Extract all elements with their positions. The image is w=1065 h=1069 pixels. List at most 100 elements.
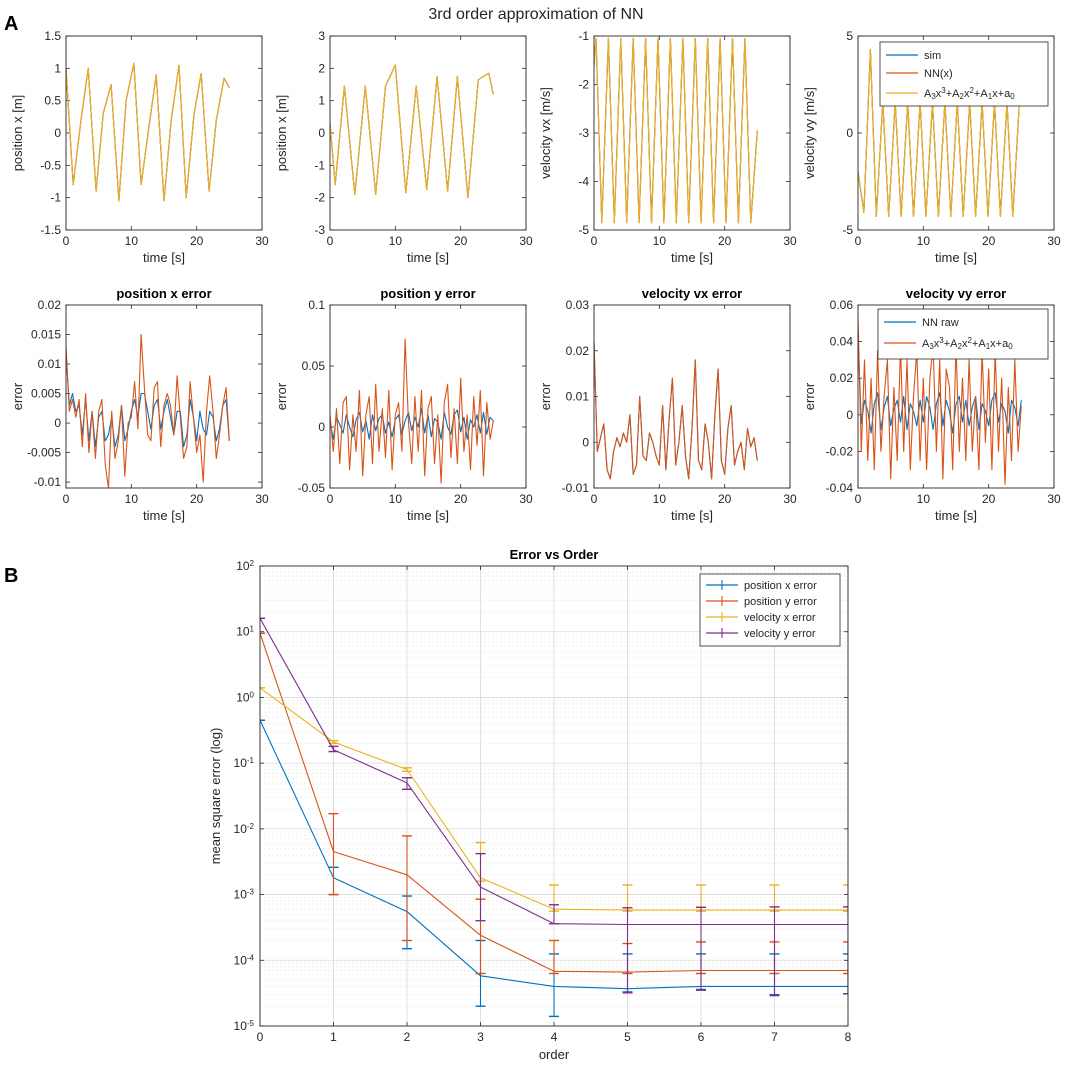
chart-title: velocity vy error: [906, 286, 1006, 301]
y-tick-label: -5: [578, 223, 589, 237]
series-group: [594, 341, 758, 480]
y-tick-label: 10-5: [234, 1019, 255, 1034]
series-group: [858, 317, 1022, 485]
chart-err-px: 0 10 20 30 -0.01 -0.005 0 0.005 0.01 0.015 0.02 tim…: [10, 286, 269, 523]
plot-area: [594, 305, 790, 488]
y-tick-label: 0.005: [31, 387, 61, 401]
legend-box: [699, 573, 841, 647]
legend-label: position y error: [744, 596, 817, 608]
x-tick-label: 10: [653, 234, 667, 248]
axes-frame: [65, 35, 263, 231]
x-tick-label: 4: [551, 1030, 558, 1044]
x-tick-label: 20: [718, 492, 732, 506]
y-tick-label: -2: [314, 191, 325, 205]
series-group: [594, 37, 758, 224]
chart-title: Error vs Order: [510, 547, 599, 562]
y-tick-label: -0.05: [298, 481, 326, 495]
y-tick-label: 0.1: [308, 298, 325, 312]
panel-b-label: B: [4, 565, 18, 587]
y-tick-label: -0.5: [40, 158, 61, 172]
series-line-orange: [66, 333, 230, 488]
y-tick-label: -0.01: [562, 481, 590, 495]
y-tick-label: -0.04: [826, 481, 854, 495]
y-tick-label: 1: [318, 94, 325, 108]
series-group: [330, 338, 494, 484]
y-tick-label: 10-4: [234, 953, 255, 968]
y-axis-label: error: [10, 382, 25, 410]
y-tick-label: 0.02: [38, 298, 62, 312]
x-tick-label: 30: [519, 492, 533, 506]
x-tick-label: 0: [327, 492, 334, 506]
series-line-orange: [858, 317, 1022, 485]
axes-frame: [329, 304, 527, 489]
x-tick-label: 30: [1047, 234, 1061, 248]
y-tick-label: 0.06: [830, 298, 854, 312]
axes-frame: [65, 304, 263, 489]
x-tick-label: 10: [389, 492, 403, 506]
y-tick-label: -2: [578, 78, 589, 92]
series-line-orange: [594, 341, 758, 480]
legend-label: sim: [924, 50, 941, 62]
y-tick-label: -0.005: [27, 446, 61, 460]
x-tick-label: 10: [917, 234, 931, 248]
y-axis-label: error: [538, 382, 553, 410]
y-tick-label: -0.01: [34, 475, 62, 489]
x-tick-label: 0: [63, 492, 70, 506]
x-tick-label: 30: [255, 492, 269, 506]
y-tick-label: 0: [846, 408, 853, 422]
x-tick-label: 10: [389, 234, 403, 248]
y-tick-label: -5: [842, 223, 853, 237]
panel-a-label: A: [4, 13, 18, 35]
y-tick-label: 0.02: [566, 344, 590, 358]
y-tick-label: 0: [846, 126, 853, 140]
x-tick-label: 10: [125, 234, 139, 248]
chart-error-vs-order: 0 1 2 3 4 5 6 7 8 10-5 10-4 10-3 10-2 10-1 100 101 102 or…: [208, 547, 852, 1062]
y-tick-label: 0: [318, 126, 325, 140]
y-tick-label: 1.5: [44, 29, 61, 43]
chart-vel-x: 0 10 20 30 -5 -4 -3 -2 -1 time [s] velocity vx [m/…: [538, 29, 797, 265]
y-tick-label: -3: [578, 126, 589, 140]
series-line-yellow: [66, 62, 230, 202]
legend-label: velocity x error: [744, 612, 816, 624]
plot-area: [330, 305, 526, 488]
chart-pos-y: 0 10 20 30 -3 -2 -1 0 1 2 3 time [s] position x [m]: [274, 29, 533, 265]
x-tick-label: 5: [624, 1030, 631, 1044]
y-axis-label: mean square error (log): [208, 728, 223, 865]
series-group: [330, 64, 494, 199]
chart-title: position x error: [116, 286, 211, 301]
x-tick-label: 0: [591, 492, 598, 506]
x-axis-label: time [s]: [143, 250, 185, 265]
x-tick-label: 20: [190, 492, 204, 506]
y-tick-label: 10-1: [234, 756, 255, 771]
y-tick-label: 0: [318, 420, 325, 434]
y-tick-label: 10-3: [234, 887, 255, 902]
y-tick-label: 0: [582, 435, 589, 449]
axes-frame: [259, 565, 849, 1027]
x-tick-label: 30: [783, 492, 797, 506]
y-tick-label: 5: [846, 29, 853, 43]
x-tick-label: 6: [698, 1030, 705, 1044]
y-tick-label: 0: [54, 126, 61, 140]
y-tick-label: 101: [236, 624, 254, 639]
chart-title: position y error: [380, 286, 475, 301]
y-tick-label: 0.015: [31, 328, 61, 342]
x-tick-label: 30: [1047, 492, 1061, 506]
legend-label: A3x3+A2x2+A1x+a0: [924, 86, 1015, 102]
axes-frame: [857, 304, 1055, 489]
y-tick-label: 1: [54, 61, 61, 75]
x-tick-label: 8: [845, 1030, 852, 1044]
y-axis-label: error: [802, 382, 817, 410]
y-tick-label: 0.01: [566, 390, 590, 404]
x-tick-label: 3: [477, 1030, 484, 1044]
plot-area: [330, 36, 526, 230]
y-axis-label: error: [274, 382, 289, 410]
y-tick-label: 0.05: [302, 359, 326, 373]
x-axis-label: time [s]: [671, 250, 713, 265]
series-line-orange: [330, 338, 494, 484]
x-axis-label: time [s]: [143, 508, 185, 523]
x-tick-label: 0: [855, 234, 862, 248]
axes-frame: [593, 304, 791, 489]
y-tick-label: -3: [314, 223, 325, 237]
axes-frame: [857, 35, 1055, 231]
